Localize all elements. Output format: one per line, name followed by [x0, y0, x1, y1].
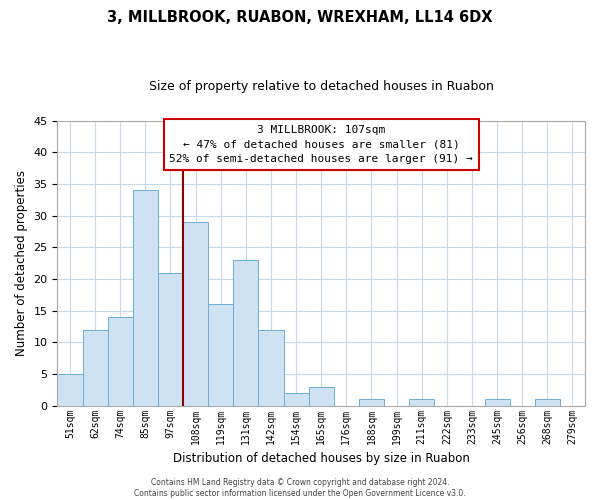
Title: Size of property relative to detached houses in Ruabon: Size of property relative to detached ho… — [149, 80, 494, 93]
Y-axis label: Number of detached properties: Number of detached properties — [15, 170, 28, 356]
Bar — [83, 330, 107, 406]
Bar — [183, 222, 208, 406]
Bar — [107, 317, 133, 406]
Text: 3 MILLBROOK: 107sqm
← 47% of detached houses are smaller (81)
52% of semi-detach: 3 MILLBROOK: 107sqm ← 47% of detached ho… — [169, 125, 473, 164]
Bar — [359, 400, 384, 406]
Bar — [308, 386, 334, 406]
Bar — [208, 304, 233, 406]
Bar — [259, 330, 284, 406]
Bar — [535, 400, 560, 406]
Text: Contains HM Land Registry data © Crown copyright and database right 2024.
Contai: Contains HM Land Registry data © Crown c… — [134, 478, 466, 498]
Bar — [485, 400, 509, 406]
Text: 3, MILLBROOK, RUABON, WREXHAM, LL14 6DX: 3, MILLBROOK, RUABON, WREXHAM, LL14 6DX — [107, 10, 493, 25]
Bar — [133, 190, 158, 406]
Bar — [158, 272, 183, 406]
Bar — [233, 260, 259, 406]
Bar — [409, 400, 434, 406]
Bar — [58, 374, 83, 406]
Bar — [284, 393, 308, 406]
X-axis label: Distribution of detached houses by size in Ruabon: Distribution of detached houses by size … — [173, 452, 470, 465]
